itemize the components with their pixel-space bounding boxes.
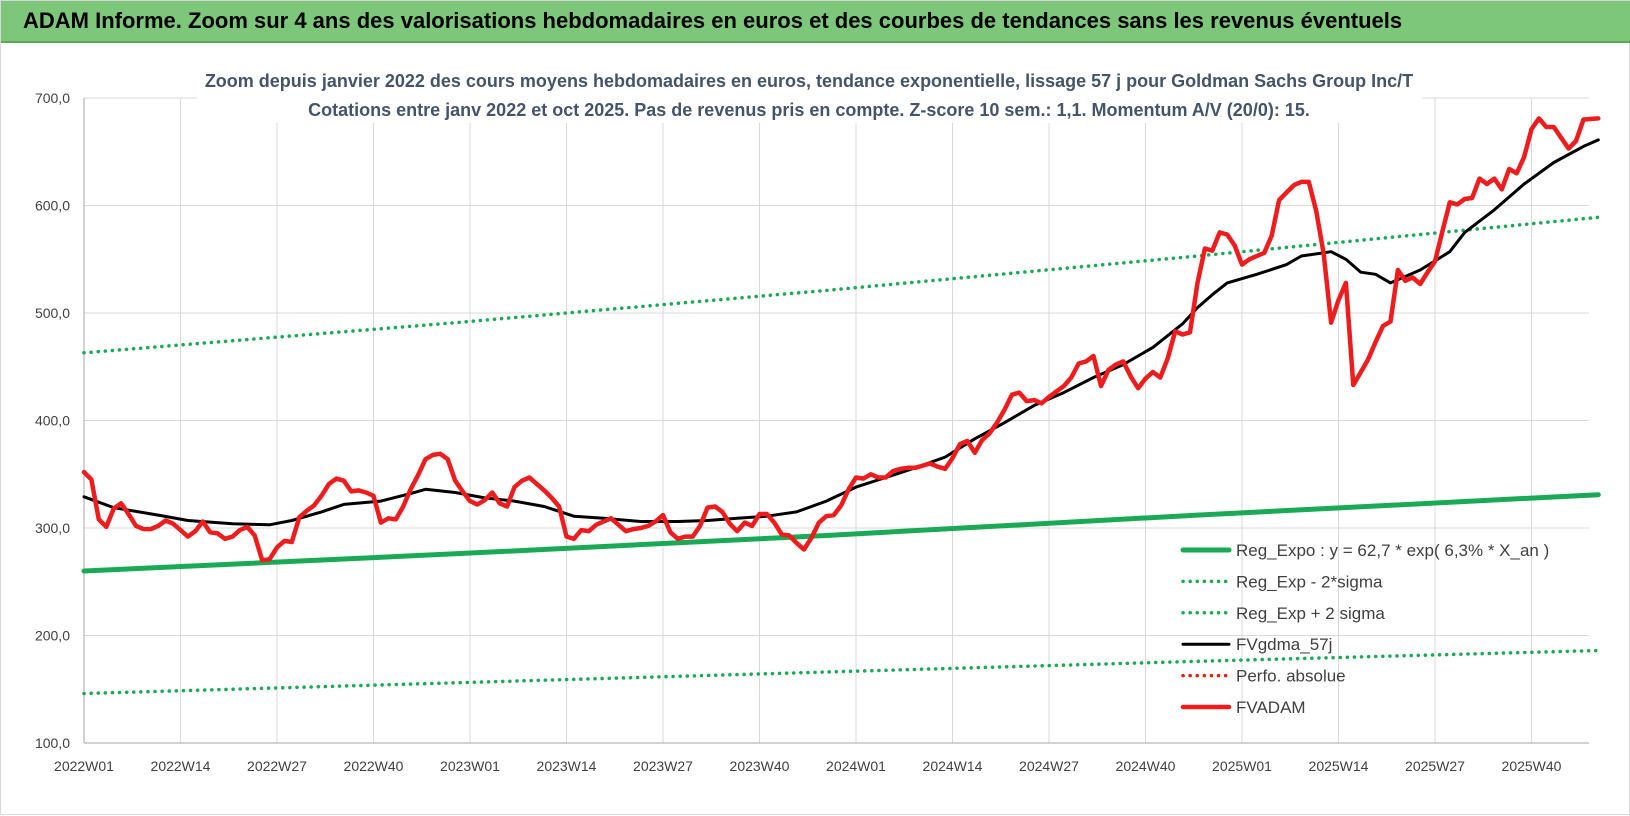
x-tick-label: 2025W27 <box>1405 758 1465 774</box>
y-tick-label: 400,0 <box>35 413 70 429</box>
x-tick-label: 2024W14 <box>923 758 983 774</box>
y-tick-label: 200,0 <box>35 628 70 644</box>
legend-label-3: FVgdma_57j <box>1236 635 1332 654</box>
legend-label-0: Reg_Expo : y = 62,7 * exp( 6,3% * X_an ) <box>1236 541 1549 560</box>
y-tick-label: 300,0 <box>35 520 70 536</box>
legend-label-1: Reg_Exp - 2*sigma <box>1236 572 1383 591</box>
series-line-1 <box>82 648 1601 696</box>
chart-title-line-1: Zoom depuis janvier 2022 des cours moyen… <box>205 71 1413 91</box>
legend-label-2: Reg_Exp + 2 sigma <box>1236 604 1385 623</box>
y-tick-label: 100,0 <box>35 735 70 751</box>
grid <box>84 97 1589 743</box>
chart-title-background <box>197 63 1422 123</box>
series-line-0 <box>81 492 1601 574</box>
series-line-2 <box>82 215 1601 355</box>
axes: 100,0 200,0 300,0 400,0 500,0 600,0 700,0 2022W… <box>35 90 1589 774</box>
y-tick-label: 500,0 <box>35 305 70 321</box>
series-line-5 <box>81 116 1601 563</box>
x-tick-label: 2022W14 <box>151 758 211 774</box>
x-tick-label: 2025W14 <box>1309 758 1369 774</box>
x-tick-label: 2022W01 <box>54 758 114 774</box>
legend-label-5: FVADAM <box>1236 698 1306 717</box>
chart-title: Zoom depuis janvier 2022 des cours moyen… <box>197 63 1422 123</box>
x-tick-label: 2024W40 <box>1116 758 1176 774</box>
series-line-3 <box>82 138 1600 527</box>
x-tick-label: 2025W01 <box>1212 758 1272 774</box>
x-tick-label: 2023W27 <box>633 758 693 774</box>
x-tick-label: 2022W27 <box>247 758 307 774</box>
x-tick-label: 2023W01 <box>440 758 500 774</box>
x-tick-label: 2022W40 <box>344 758 404 774</box>
report-header: ADAM Informe. Zoom sur 4 ans des valoris… <box>1 1 1630 43</box>
report-title: ADAM Informe. Zoom sur 4 ans des valoris… <box>23 8 1403 33</box>
x-tick-label: 2023W14 <box>537 758 597 774</box>
x-tick-label: 2023W40 <box>730 758 790 774</box>
x-tick-label: 2024W01 <box>826 758 886 774</box>
y-tick-label: 600,0 <box>35 198 70 214</box>
legend-label-4: Perfo. absolue <box>1236 667 1346 686</box>
y-tick-label: 700,0 <box>35 90 70 106</box>
chart-title-line-2: Cotations entre janv 2022 et oct 2025. P… <box>308 100 1310 120</box>
x-tick-label: 2024W27 <box>1019 758 1079 774</box>
x-tick-label: 2025W40 <box>1502 758 1562 774</box>
series-lines <box>81 116 1601 696</box>
legend: Reg_Expo : y = 62,7 * exp( 6,3% * X_an )… <box>1180 541 1549 717</box>
